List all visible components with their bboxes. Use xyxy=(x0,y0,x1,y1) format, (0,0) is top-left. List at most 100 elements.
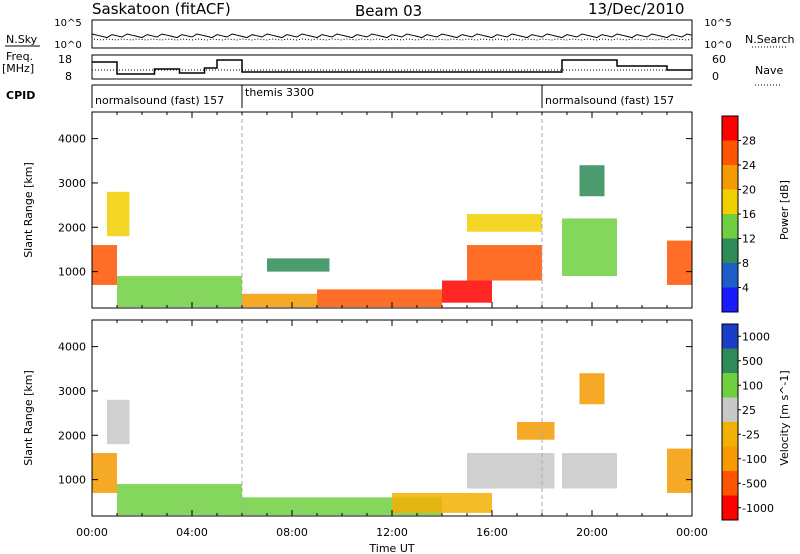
x-tick-label: 20:00 xyxy=(576,526,608,539)
noise-right-tick-top: 10^5 xyxy=(704,18,731,29)
scatter-region xyxy=(579,373,605,405)
scatter-region xyxy=(92,453,117,493)
scatter-region xyxy=(467,245,542,281)
scatter-region xyxy=(117,484,242,516)
noise-sky-line xyxy=(91,33,693,39)
colorbar-swatch xyxy=(722,397,738,422)
colorbar-tick: -25 xyxy=(742,428,760,441)
freq-left-tick-bottom: 8 xyxy=(65,70,72,83)
freq-right-tick-top: 60 xyxy=(712,53,726,66)
colorbar-tick: 1000 xyxy=(742,330,770,343)
x-tick-label: 04:00 xyxy=(176,526,208,539)
scatter-region xyxy=(107,399,130,445)
colorbar-swatch xyxy=(722,116,738,141)
colorbar-swatch xyxy=(722,471,738,496)
colorbar-tick: 25 xyxy=(742,404,756,417)
colorbar-swatch xyxy=(722,214,738,239)
colorbar-swatch xyxy=(722,263,738,288)
colorbar-tick: 100 xyxy=(742,379,763,392)
noise-search-line xyxy=(91,38,693,41)
beam-title: Beam 03 xyxy=(355,2,422,20)
x-tick-label: 12:00 xyxy=(376,526,408,539)
colorbar-tick: 28 xyxy=(742,135,756,148)
freq-right-tick-bottom: 0 xyxy=(712,70,719,83)
noise-left-label: N.Sky xyxy=(6,33,38,46)
y-axis-label: Slant Range [km] xyxy=(22,162,35,258)
nave-label: Nave xyxy=(755,64,783,77)
y-tick-label: 1000 xyxy=(58,266,86,279)
colorbar-swatch xyxy=(722,422,738,447)
scatter-region xyxy=(392,492,492,513)
freq-line xyxy=(92,59,692,75)
y-tick-label: 2000 xyxy=(58,221,86,234)
scatter-region xyxy=(267,258,330,272)
y-axis-label: Slant Range [km] xyxy=(22,370,35,466)
colorbar-label: Power [dB] xyxy=(778,180,791,240)
scatter-region xyxy=(667,240,692,285)
y-tick-label: 3000 xyxy=(58,385,86,398)
x-axis-label: Time UT xyxy=(368,542,414,554)
scatter-region xyxy=(467,213,542,232)
colorbar-label: Velocity [m s^-1] xyxy=(778,370,791,465)
x-tick-label: 00:00 xyxy=(676,526,708,539)
colorbar-tick: -500 xyxy=(742,477,767,490)
freq-label-1: Freq. xyxy=(6,50,33,63)
colorbar-swatch xyxy=(722,287,738,312)
x-tick-label: 00:00 xyxy=(76,526,108,539)
x-tick-label: 08:00 xyxy=(276,526,308,539)
x-tick-label: 16:00 xyxy=(476,526,508,539)
colorbar-tick: 500 xyxy=(742,355,763,368)
y-tick-label: 3000 xyxy=(58,177,86,190)
colorbar-swatch xyxy=(722,446,738,471)
colorbar-tick: 8 xyxy=(742,257,749,270)
colorbar-swatch xyxy=(722,373,738,398)
cpid-row: normalsound (fast) 157 themis 3300 normals… xyxy=(91,85,674,108)
colorbar-swatch xyxy=(722,189,738,214)
freq-panel: Freq. [MHz] 18 8 60 0 Nave xyxy=(2,50,783,86)
colorbar-swatch xyxy=(722,165,738,190)
colorbar-tick: 4 xyxy=(742,282,749,295)
noise-left-tick-bottom: 10^0 xyxy=(54,40,81,51)
cpid-label: CPID xyxy=(6,89,35,102)
colorbar-swatch xyxy=(722,238,738,263)
freq-label-2: [MHz] xyxy=(2,62,34,75)
colorbar-tick: -1000 xyxy=(742,502,774,515)
colorbar-tick: 12 xyxy=(742,233,756,246)
scatter-region xyxy=(667,448,692,493)
colorbar-tick: 16 xyxy=(742,208,756,221)
cpid-segment-text: normalsound (fast) 157 xyxy=(545,94,674,107)
scatter-region xyxy=(117,276,242,308)
station-title: Saskatoon (fitACF) xyxy=(92,0,231,18)
noise-right-label: N.Search xyxy=(745,33,795,46)
power-panel: 1000 2000 3000 4000 Slant Range [km] 4 8 12 16 20… xyxy=(22,111,791,313)
colorbar-tick: 20 xyxy=(742,184,756,197)
scatter-region xyxy=(317,289,442,308)
y-tick-label: 2000 xyxy=(58,429,86,442)
colorbar-tick: 24 xyxy=(742,159,756,172)
cpid-segment-text: themis 3300 xyxy=(245,86,314,99)
colorbar-swatch xyxy=(722,140,738,165)
colorbar-swatch xyxy=(722,348,738,373)
scatter-region xyxy=(92,245,117,285)
y-tick-label: 4000 xyxy=(58,341,86,354)
y-tick-label: 4000 xyxy=(58,133,86,146)
scatter-region xyxy=(442,280,492,303)
noise-right-tick-bottom: 10^0 xyxy=(704,40,731,51)
colorbar-swatch xyxy=(722,324,738,349)
colorbar-tick: -100 xyxy=(742,453,767,466)
scatter-region xyxy=(242,293,317,308)
y-tick-label: 1000 xyxy=(58,474,86,487)
noise-left-tick-top: 10^5 xyxy=(54,18,81,29)
scatter-region xyxy=(562,453,617,489)
scatter-region xyxy=(562,218,617,277)
time-axis: 00:00 04:00 08:00 12:00 16:00 20:00 00:00 xyxy=(76,526,708,539)
scatter-region xyxy=(517,421,555,440)
scatter-region xyxy=(579,165,605,197)
colorbar-swatch xyxy=(722,495,738,520)
freq-left-tick-top: 18 xyxy=(58,53,72,66)
cpid-segment-text: normalsound (fast) 157 xyxy=(95,94,224,107)
velocity-panel: 1000 2000 3000 4000 Slant Range [km] 1000 500 1… xyxy=(22,319,791,521)
scatter-region xyxy=(107,191,130,237)
noise-panel: 10^5 10^0 10^5 10^0 N.Sky N.Search xyxy=(5,18,795,51)
